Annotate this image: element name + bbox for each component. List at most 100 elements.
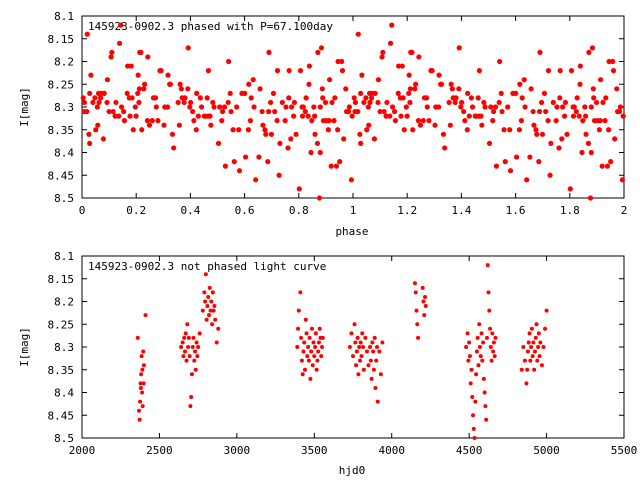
unphased-data-point	[483, 404, 488, 409]
unphased-data-point	[484, 335, 489, 340]
phased-data-point	[510, 90, 516, 96]
phased-data-point	[371, 136, 378, 142]
unphased-data-point	[532, 367, 537, 372]
phased-data-point	[343, 86, 349, 92]
unphased-x-tick-label: 4000	[378, 444, 405, 457]
unphased-data-point	[184, 358, 189, 363]
phased-data-point	[234, 104, 240, 110]
phased-data-point	[329, 99, 335, 106]
phased-data-point	[449, 86, 455, 92]
unphased-data-point	[138, 381, 143, 386]
phased-data-point	[333, 163, 340, 169]
phased-data-point	[564, 131, 570, 137]
phased-data-point	[548, 140, 554, 146]
unphased-data-point	[475, 335, 480, 340]
unphased-data-point	[474, 372, 479, 377]
phased-data-point	[245, 127, 251, 133]
unphased-data-point	[490, 331, 495, 336]
phased-data-point	[296, 186, 302, 192]
unphased-data-point	[477, 322, 482, 327]
phased-data-point	[87, 90, 93, 96]
unphased-data-point	[305, 354, 310, 359]
unphased-data-point	[473, 399, 478, 404]
unphased-data-point	[310, 363, 315, 368]
phased-data-point	[429, 68, 435, 74]
unphased-data-point	[536, 331, 541, 336]
phased-data-point	[497, 58, 503, 65]
phased-data-point	[465, 90, 471, 96]
phased-data-point	[375, 99, 381, 106]
phased-data-point	[398, 113, 404, 119]
phased-data-point	[239, 90, 245, 96]
unphased-x-axis-label: hjd0	[339, 464, 366, 477]
phased-data-point	[442, 145, 448, 151]
phased-data-point	[335, 127, 341, 133]
phased-data-point	[320, 118, 327, 124]
unphased-data-point	[296, 326, 301, 331]
unphased-data-point	[476, 363, 481, 368]
unphased-data-point	[491, 349, 496, 354]
unphased-data-point	[526, 340, 531, 345]
unphased-data-point	[209, 299, 214, 304]
unphased-data-point	[314, 367, 319, 372]
phased-x-tick-label: 1.2	[397, 204, 417, 217]
phased-data-point	[448, 81, 454, 87]
phased-data-point	[574, 95, 580, 101]
phased-data-point	[554, 104, 560, 110]
phased-data-point	[251, 104, 257, 110]
unphased-data-point	[296, 308, 301, 313]
phased-data-point	[582, 104, 588, 110]
phased-data-point	[539, 131, 546, 137]
phased-data-point	[464, 127, 470, 133]
unphased-data-point	[207, 285, 212, 290]
unphased-data-point	[522, 358, 527, 363]
unphased-data-point	[189, 395, 194, 400]
phased-data-point	[462, 118, 468, 124]
phased-data-point	[468, 95, 474, 101]
unphased-data-point	[360, 331, 365, 336]
unphased-data-point	[306, 358, 311, 363]
phased-data-point	[303, 95, 309, 101]
phased-data-point	[361, 99, 367, 106]
unphased-data-point	[143, 313, 148, 318]
phased-data-point	[606, 127, 612, 133]
phased-data-point	[610, 58, 616, 65]
phased-data-point	[121, 118, 128, 124]
unphased-data-point	[481, 340, 486, 345]
phased-data-point	[317, 149, 323, 156]
phased-data-point	[366, 122, 372, 128]
phased-data-point	[365, 104, 371, 110]
phased-data-point	[426, 118, 432, 124]
phased-x-tick-label: 0.8	[289, 204, 309, 217]
unphased-data-point	[482, 390, 487, 395]
phased-data-point	[299, 113, 306, 119]
phased-data-point	[421, 95, 428, 101]
unphased-data-point	[304, 331, 309, 336]
unphased-x-tick-label: 2000	[69, 444, 96, 457]
unphased-data-point	[308, 376, 313, 381]
phased-data-point	[488, 104, 494, 110]
phased-data-point	[230, 127, 236, 133]
phased-data-point	[379, 54, 385, 60]
phased-data-point	[165, 104, 171, 110]
phased-data-point	[185, 45, 191, 51]
unphased-data-point	[486, 290, 491, 295]
phased-data-point	[358, 140, 364, 146]
phased-data-point	[348, 177, 354, 183]
phased-data-point	[620, 113, 626, 119]
phased-data-point	[355, 108, 361, 115]
unphased-data-point	[191, 335, 196, 340]
unphased-data-point	[525, 349, 530, 354]
unphased-data-point	[477, 345, 482, 349]
unphased-data-point	[413, 290, 418, 295]
unphased-data-point	[138, 399, 143, 404]
unphased-data-point	[363, 335, 368, 340]
unphased-data-point	[373, 385, 378, 390]
phased-data-point	[424, 104, 430, 110]
phased-y-tick-label: 8.4	[54, 147, 74, 160]
phased-data-point	[536, 159, 542, 165]
phased-data-point	[293, 131, 299, 137]
unphased-data-point	[307, 335, 312, 340]
phased-data-point	[165, 72, 171, 78]
phased-data-point	[346, 104, 352, 110]
